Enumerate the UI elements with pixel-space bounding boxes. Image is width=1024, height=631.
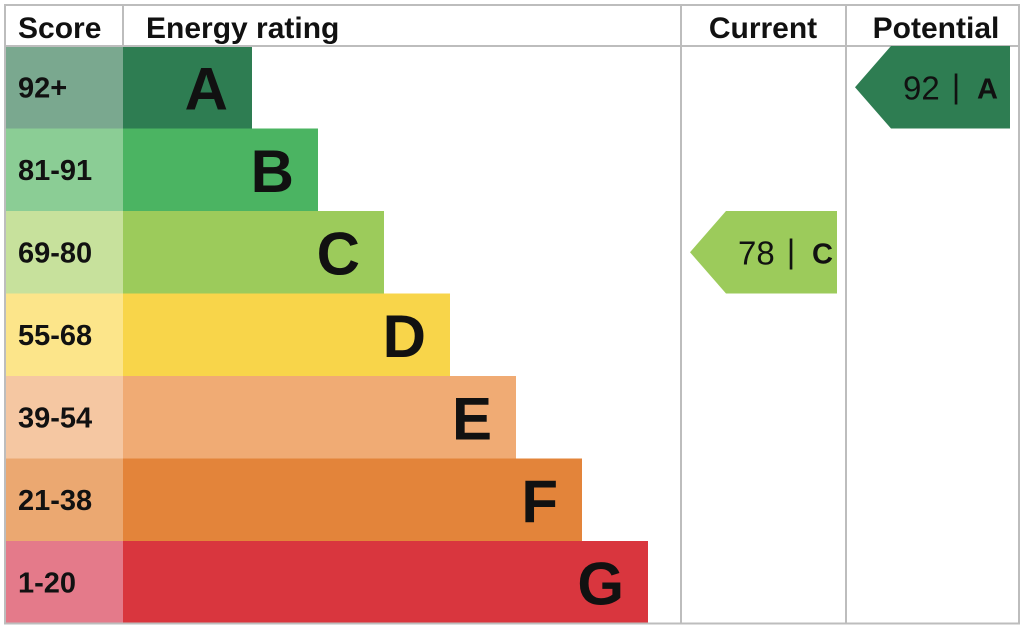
potential-rating-tag: 92 | A: [855, 46, 1010, 129]
score-cell-d: [5, 293, 123, 376]
current-rating-tag-letter: C: [812, 238, 833, 270]
band-letter-a: A: [185, 55, 228, 122]
score-cell-b: [5, 128, 123, 211]
rating-bar-f: [123, 458, 582, 541]
score-label-e: 39-54: [18, 402, 92, 434]
potential-rating-tag-arrow: [855, 46, 1010, 129]
band-letter-d: D: [383, 303, 426, 370]
chart-border: [4, 4, 1020, 625]
score-cell-f: [5, 458, 123, 541]
header-layer: Score Energy rating Current Potential: [18, 12, 999, 45]
band-letter-f: F: [521, 468, 558, 535]
potential-rating-tag-separator: |: [952, 67, 961, 104]
score-label-d: 55-68: [18, 320, 92, 352]
header-energy-rating: Energy rating: [146, 12, 339, 45]
bands-layer: 92+ A 81-91 B 69-80 C 55-68 D 39-54 E 21-38 F 1-20 G: [5, 46, 648, 624]
potential-rating-tag-letter: A: [977, 73, 998, 105]
score-label-b: 81-91: [18, 155, 92, 187]
rating-bar-d: [123, 293, 450, 376]
grid-layer: [4, 4, 1020, 625]
score-label-c: 69-80: [18, 237, 92, 269]
rating-bar-c: [123, 211, 384, 294]
current-rating-tag-separator: |: [787, 232, 796, 269]
band-letter-g: G: [577, 550, 624, 617]
potential-rating-tag-value: 92: [903, 69, 940, 106]
score-cell-g: [5, 541, 123, 624]
band-letter-b: B: [251, 138, 294, 205]
score-cell-e: [5, 376, 123, 459]
score-cell-a: [5, 46, 123, 129]
score-label-g: 1-20: [18, 567, 76, 599]
current-rating-tag-arrow: [690, 211, 837, 294]
header-score: Score: [18, 12, 101, 45]
score-label-f: 21-38: [18, 485, 92, 517]
rating-bar-g: [123, 541, 648, 624]
current-rating-tag-value: 78: [738, 234, 775, 271]
rating-bar-b: [123, 128, 318, 211]
score-label-a: 92+: [18, 72, 67, 104]
band-letter-c: C: [317, 220, 360, 287]
current-rating-tag: 78 | C: [690, 211, 837, 294]
rating-bar-a: [123, 46, 252, 129]
score-cell-c: [5, 211, 123, 294]
header-potential: Potential: [873, 12, 1000, 45]
rating-bar-e: [123, 376, 516, 459]
band-letter-e: E: [452, 385, 492, 452]
tags-layer: 78 | C 92 | A: [690, 46, 1010, 294]
header-current: Current: [709, 12, 817, 45]
